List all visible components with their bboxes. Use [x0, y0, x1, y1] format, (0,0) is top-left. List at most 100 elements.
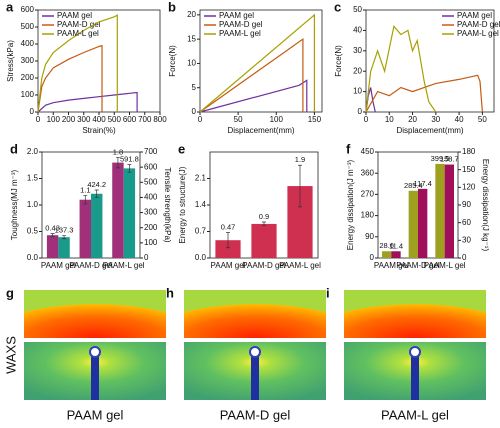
x-tick-label: 40: [455, 115, 464, 124]
value-label: 1.1: [80, 185, 90, 194]
x-tick-label: 400: [92, 115, 106, 124]
error-bar: [94, 189, 99, 198]
y-tick-label: 2.1: [195, 174, 207, 183]
waxs-arc: [184, 296, 326, 338]
y-tick-label: 20: [187, 10, 196, 19]
panel-label: f: [346, 141, 351, 156]
y-tick-label: 90: [365, 232, 374, 241]
y-tick-label: 400: [21, 39, 35, 48]
value-label: 117.4: [414, 179, 432, 188]
bar: [391, 251, 401, 258]
y-tick-label: 200: [21, 73, 35, 82]
x-tick-label: 300: [77, 115, 91, 124]
legend-label: PAAM-D gel: [457, 20, 500, 29]
x-tick-label: 100: [270, 115, 284, 124]
value-label: 1.8: [113, 147, 123, 156]
y2-tick-label: 120: [462, 182, 476, 191]
x-tick-label: 100: [47, 115, 61, 124]
line-series: [37, 91, 138, 113]
y-axis-label: Energy dissipation(J m⁻³): [346, 159, 355, 250]
x-tick-label: PAAM-L gel: [279, 261, 321, 270]
beam-center: [89, 346, 101, 358]
error-bar: [62, 235, 67, 240]
y-tick-label: 1.0: [27, 200, 39, 209]
legend-label: PAAM-D gel: [219, 20, 263, 29]
legend-label: PAAM-L gel: [57, 29, 99, 38]
y-tick-label: 0.5: [27, 227, 39, 236]
waxs-arc-edge: [184, 290, 326, 312]
value-label: 285.4: [404, 181, 423, 190]
panel-label: g: [6, 285, 14, 300]
y-tick-label: 40: [353, 26, 362, 35]
y-tick-label: 300: [21, 56, 35, 65]
bar: [435, 163, 445, 258]
value-label: 0.47: [221, 223, 236, 232]
y2-tick-label: 0: [462, 253, 467, 262]
x-tick-label: 0: [198, 115, 203, 124]
y-tick-label: 600: [21, 5, 35, 14]
y2-tick-label: 100: [144, 238, 158, 247]
caption: PAAM-D gel: [220, 407, 291, 422]
value-label: 0.9: [259, 212, 269, 221]
beam-center: [249, 346, 261, 358]
y-tick-label: 0.0: [195, 253, 207, 262]
legend-label: PAAM-L gel: [457, 29, 499, 38]
y2-tick-label: 700: [144, 147, 158, 156]
panel-label: d: [10, 141, 18, 156]
legend-label: PAAM-D gel: [57, 20, 101, 29]
x-tick-label: 700: [138, 115, 152, 124]
error-bar: [226, 232, 230, 249]
y-axis-label: Energy to structure(J): [178, 166, 187, 243]
waxs-arc-edge: [344, 290, 486, 312]
x-tick-label: PAAM-D gel: [396, 261, 440, 270]
value-label: 424.2: [87, 180, 106, 189]
x-tick-label: 0: [364, 115, 369, 124]
y-axis-label: Force(N): [334, 45, 343, 77]
y-tick-label: 0: [192, 107, 197, 116]
y-tick-label: 360: [361, 168, 375, 177]
x-tick-label: 30: [431, 115, 440, 124]
bar: [79, 199, 91, 258]
y-axis-label: Toughness(MJ m⁻³): [10, 169, 19, 240]
panel-label: b: [168, 0, 176, 14]
bar: [382, 251, 392, 258]
waxs-arc-edge: [24, 290, 166, 312]
panel-label: h: [166, 285, 174, 300]
legend-label: PAAM gel: [219, 11, 254, 20]
y-tick-label: 100: [21, 90, 35, 99]
caption: PAAM-L gel: [381, 407, 449, 422]
x-tick-label: 20: [408, 115, 417, 124]
panel-label: a: [6, 0, 14, 14]
plot-frame: [199, 9, 323, 113]
y2-tick-label: 300: [144, 208, 158, 217]
y-tick-label: 1.4: [195, 200, 207, 209]
bar: [91, 193, 103, 258]
error-bar: [262, 221, 266, 227]
caption: PAAM gel: [67, 407, 124, 422]
y2-tick-label: 0: [144, 253, 149, 262]
x-tick-label: 600: [123, 115, 137, 124]
waxs-arc: [344, 296, 486, 338]
error-bar: [298, 164, 302, 208]
beam-stop: [251, 352, 259, 400]
line-series: [199, 79, 308, 113]
y2-tick-label: 150: [462, 165, 476, 174]
value-label: 11.4: [389, 241, 403, 250]
error-bar: [127, 164, 132, 173]
x-tick-label: 200: [62, 115, 76, 124]
bar: [408, 190, 418, 258]
value-label: 0.43: [45, 224, 60, 233]
y-axis-label: Stress(kPa): [6, 40, 15, 82]
y-tick-label: 0: [358, 107, 363, 116]
y2-tick-label: 180: [462, 147, 476, 156]
y2-tick-label: 400: [144, 193, 158, 202]
value-label: 158.7: [440, 155, 459, 164]
line-series: [37, 44, 103, 113]
bar: [123, 168, 136, 258]
error-bar: [115, 156, 120, 169]
value-label: 1.9: [295, 155, 305, 164]
legend-label: PAAM-L gel: [219, 29, 261, 38]
x-tick-label: 500: [108, 115, 122, 124]
panel-label: e: [178, 141, 185, 156]
